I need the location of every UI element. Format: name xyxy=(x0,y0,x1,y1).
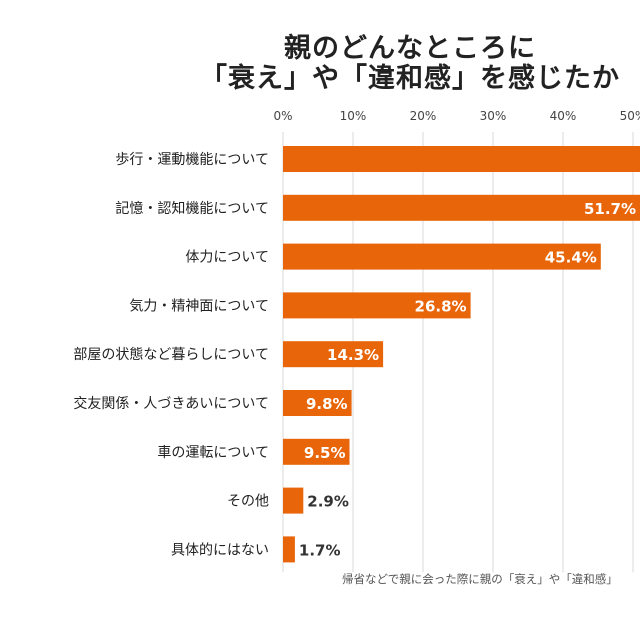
bar xyxy=(283,536,295,563)
bar xyxy=(283,146,640,172)
data-label: 9.5% xyxy=(304,444,346,462)
category-label: 気力・精神面について xyxy=(129,298,269,314)
x-tick-label: 20% xyxy=(410,109,437,123)
x-tick-label: 30% xyxy=(480,109,507,123)
bar xyxy=(283,292,471,319)
data-label: 1.7% xyxy=(299,541,341,559)
x-tick-label: 50% xyxy=(620,109,640,123)
x-tick-label: 0% xyxy=(273,109,292,123)
data-label: 9.8% xyxy=(306,395,348,413)
category-label: 車の運転について xyxy=(157,444,269,461)
x-tick-label: 10% xyxy=(340,109,367,123)
bar xyxy=(283,341,384,368)
category-label: 体力について xyxy=(185,250,269,266)
data-label: 14.3% xyxy=(327,346,379,364)
chart-title-line-1: 親のどんなところに xyxy=(284,33,536,64)
chart-footnote: 帰省などで親に会った際に親の「衰え」や「違和感」 xyxy=(342,572,618,586)
data-label: 2.9% xyxy=(307,493,349,511)
category-label: その他 xyxy=(227,494,269,510)
category-label: 記憶・認知機能について xyxy=(115,200,269,217)
category-label: 交友関係・人づきあいについて xyxy=(73,395,269,412)
x-tick-label: 40% xyxy=(550,109,577,123)
data-label: 51.7% xyxy=(584,200,636,218)
data-label: 45.4% xyxy=(545,249,597,267)
bar xyxy=(283,438,350,465)
category-label: 部屋の状態など暮らしについて xyxy=(73,347,269,363)
category-label: 具体的にはない xyxy=(171,542,269,558)
bar xyxy=(283,243,601,270)
category-label: 歩行・運動機能について xyxy=(115,152,269,168)
bar xyxy=(283,194,640,221)
bar xyxy=(283,390,352,416)
bar xyxy=(283,487,304,514)
data-label: 26.8% xyxy=(415,297,467,315)
chart-title-line-2: 「衰え」や「違和感」を感じたか xyxy=(200,63,620,94)
